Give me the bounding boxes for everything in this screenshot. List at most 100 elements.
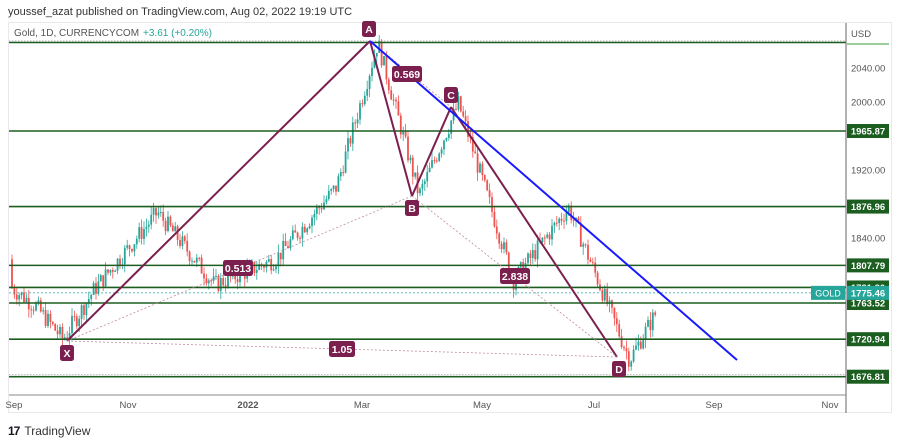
ratio-xad-tag (329, 341, 355, 357)
candle-body (111, 269, 114, 272)
candle-body (236, 279, 239, 283)
candle-body (375, 52, 378, 57)
candle-body (531, 250, 534, 258)
candle-body (527, 253, 529, 264)
candle-body (308, 226, 311, 229)
candle-body (505, 242, 508, 253)
candle-body (354, 122, 357, 124)
candle-body (135, 238, 138, 245)
tradingview-logo-icon: 17 (8, 424, 20, 438)
candle-body (73, 316, 76, 318)
candle-body (387, 79, 390, 91)
candle-body (99, 275, 102, 282)
candle-body (359, 103, 361, 120)
descending-trendline[interactable] (369, 40, 738, 361)
candle-body (18, 295, 21, 300)
candle-body (625, 348, 628, 352)
candle-body (217, 275, 220, 291)
candle-body (198, 257, 201, 259)
candle-body (119, 258, 121, 266)
candle-body (637, 341, 640, 346)
candle-body (423, 181, 426, 185)
candle-body (11, 259, 13, 289)
point-x-tag (60, 345, 74, 361)
candle-body (212, 276, 215, 281)
candle-body (87, 298, 90, 304)
candle-body (66, 337, 69, 339)
currency-label: USD (851, 29, 871, 40)
candle-body (320, 208, 323, 210)
candle-body (32, 309, 35, 311)
current-price-badge (847, 285, 889, 300)
candle-body (80, 305, 83, 319)
candle-body (147, 224, 150, 227)
current-price-label: 1775.46 (851, 288, 885, 299)
candlestick-series (11, 35, 657, 372)
time-tick-label: May (473, 400, 491, 411)
chart-frame (8, 22, 892, 413)
price-tick-label: 2000.00 (851, 98, 885, 109)
candle-body (330, 189, 333, 191)
candle-body (635, 345, 637, 350)
candle-body (25, 297, 28, 303)
candle-body (301, 226, 304, 239)
candle-body (337, 176, 340, 192)
candle-body (462, 111, 465, 117)
candle-body (627, 351, 630, 367)
candle-body (277, 252, 280, 267)
candle-body (546, 234, 549, 238)
candle-body (13, 288, 16, 295)
symbol-badge-label: GOLD (815, 288, 841, 298)
candle-body (222, 277, 225, 286)
candle-body (145, 226, 148, 229)
candle-body (620, 336, 623, 347)
candle-body (483, 175, 486, 181)
candle-body (603, 288, 606, 301)
candle-body (459, 96, 462, 112)
candle-body (114, 270, 117, 272)
candle-body (318, 207, 321, 209)
candle-body (131, 249, 133, 252)
ratio-bcd-label: 2.838 (502, 271, 528, 283)
candle-body (399, 115, 402, 135)
candle-body (467, 121, 469, 137)
candle-body (210, 280, 213, 282)
candle-body (495, 226, 498, 234)
time-tick-label: 2022 (237, 400, 258, 411)
candle-body (23, 292, 25, 303)
level-price-badge (847, 124, 889, 139)
candle-body (150, 214, 153, 225)
candle-body (47, 313, 49, 326)
footer: 17 TradingView (8, 424, 90, 438)
candle-body (380, 40, 383, 66)
candle-body (443, 140, 445, 150)
candle-body (123, 247, 126, 265)
candle-body (553, 222, 556, 226)
candle-body (104, 269, 107, 287)
candle-body (498, 233, 501, 244)
candle-body (63, 337, 66, 339)
pattern-leg (450, 106, 618, 358)
level-price-label: 1807.79 (851, 261, 885, 272)
candle-body (551, 225, 553, 240)
candle-body (335, 185, 337, 192)
point-d-label: D (615, 364, 623, 376)
time-tick-label: Nov (120, 400, 137, 411)
pattern-leg (411, 106, 452, 197)
candle-body (363, 95, 366, 105)
axes: USD 2040.00 2000.00 1920.00 1840.00 Sep Nov 202… (6, 23, 889, 413)
candle-body (349, 138, 352, 144)
candle-body (44, 310, 47, 326)
candle-body (253, 261, 256, 273)
candle-body (54, 323, 57, 331)
candle-body (157, 212, 160, 216)
candle-body (282, 240, 285, 260)
candle-body (78, 318, 81, 327)
candle-body (491, 197, 493, 212)
candle-body (486, 180, 489, 191)
candle-body (287, 246, 289, 249)
candle-body (83, 305, 85, 316)
candle-body (68, 333, 71, 338)
candle-body (534, 250, 537, 260)
